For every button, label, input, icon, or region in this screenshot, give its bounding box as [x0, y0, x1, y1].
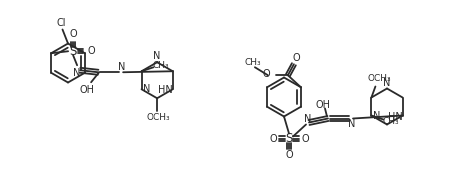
Text: Cl: Cl [57, 19, 66, 28]
Text: S: S [69, 45, 77, 58]
Text: HN: HN [388, 112, 403, 121]
Text: O: O [262, 69, 270, 79]
Text: N: N [304, 113, 312, 124]
Text: N: N [373, 111, 381, 121]
Text: HN: HN [158, 85, 173, 95]
Text: N: N [383, 78, 390, 87]
Text: N: N [154, 51, 161, 61]
Text: O: O [285, 150, 293, 159]
Text: OCH₃: OCH₃ [367, 74, 391, 83]
Text: N: N [349, 118, 356, 129]
Text: N: N [143, 84, 151, 94]
Text: N: N [118, 62, 126, 72]
Text: OH: OH [316, 100, 331, 109]
Text: CH₃: CH₃ [152, 61, 169, 70]
Text: O: O [301, 134, 309, 143]
Text: OH: OH [80, 85, 95, 95]
Text: S: S [285, 132, 292, 145]
Text: OCH₃: OCH₃ [146, 113, 170, 122]
Text: O: O [69, 29, 77, 39]
Text: CH₃: CH₃ [382, 117, 399, 126]
Text: O: O [269, 134, 277, 143]
Text: O: O [87, 46, 95, 56]
Text: O: O [292, 53, 300, 63]
Text: N: N [73, 68, 81, 78]
Text: CH₃: CH₃ [244, 58, 261, 67]
